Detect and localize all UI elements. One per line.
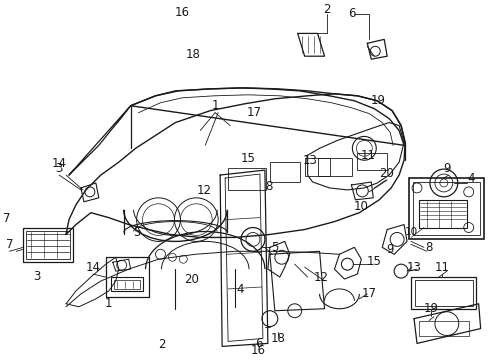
Bar xyxy=(408,178,483,239)
Bar xyxy=(304,158,329,176)
Text: 4: 4 xyxy=(235,283,243,296)
Text: 2: 2 xyxy=(158,338,165,351)
Bar xyxy=(418,321,468,337)
Text: 11: 11 xyxy=(433,261,448,274)
Bar xyxy=(317,158,352,176)
Text: 9: 9 xyxy=(442,162,449,175)
Text: 7: 7 xyxy=(3,212,11,225)
Text: 19: 19 xyxy=(370,94,385,107)
Text: 20: 20 xyxy=(184,273,199,285)
Text: 6: 6 xyxy=(347,7,354,20)
Text: 17: 17 xyxy=(361,287,376,300)
Text: 13: 13 xyxy=(302,154,317,167)
Bar xyxy=(23,228,73,262)
Text: 9: 9 xyxy=(386,243,393,256)
Bar xyxy=(114,280,139,289)
Text: 12: 12 xyxy=(313,271,328,284)
Bar xyxy=(227,168,265,190)
Text: 18: 18 xyxy=(185,48,201,61)
Bar xyxy=(357,153,386,170)
Text: 10: 10 xyxy=(353,200,368,213)
Text: 5: 5 xyxy=(133,226,140,239)
Text: 10: 10 xyxy=(404,226,417,237)
Text: 5: 5 xyxy=(270,241,278,254)
Bar xyxy=(418,200,466,228)
Bar xyxy=(414,280,472,306)
Text: 20: 20 xyxy=(378,167,393,180)
Text: 16: 16 xyxy=(174,6,189,19)
Text: 13: 13 xyxy=(406,261,421,274)
Text: 4: 4 xyxy=(466,171,473,185)
Text: 6: 6 xyxy=(255,337,262,350)
Bar xyxy=(111,277,142,291)
Text: 18: 18 xyxy=(270,332,285,345)
Text: 19: 19 xyxy=(423,302,438,315)
Text: 15: 15 xyxy=(241,152,255,165)
Text: 16: 16 xyxy=(250,344,265,357)
Text: 8: 8 xyxy=(425,241,432,254)
Text: 14: 14 xyxy=(51,157,66,170)
Text: 14: 14 xyxy=(85,261,100,274)
Text: 7: 7 xyxy=(5,238,13,251)
Text: 12: 12 xyxy=(197,184,212,197)
Text: 1: 1 xyxy=(104,297,112,310)
Text: 3: 3 xyxy=(55,162,62,175)
Text: 17: 17 xyxy=(246,107,261,120)
Bar xyxy=(410,277,475,309)
Bar xyxy=(26,230,70,259)
Text: 1: 1 xyxy=(211,99,219,112)
Text: 2: 2 xyxy=(322,3,329,16)
Text: 15: 15 xyxy=(366,255,381,268)
Bar xyxy=(269,162,299,182)
Text: 11: 11 xyxy=(360,149,375,162)
Bar xyxy=(412,182,479,235)
Text: 8: 8 xyxy=(264,180,272,193)
Text: 3: 3 xyxy=(33,270,40,283)
